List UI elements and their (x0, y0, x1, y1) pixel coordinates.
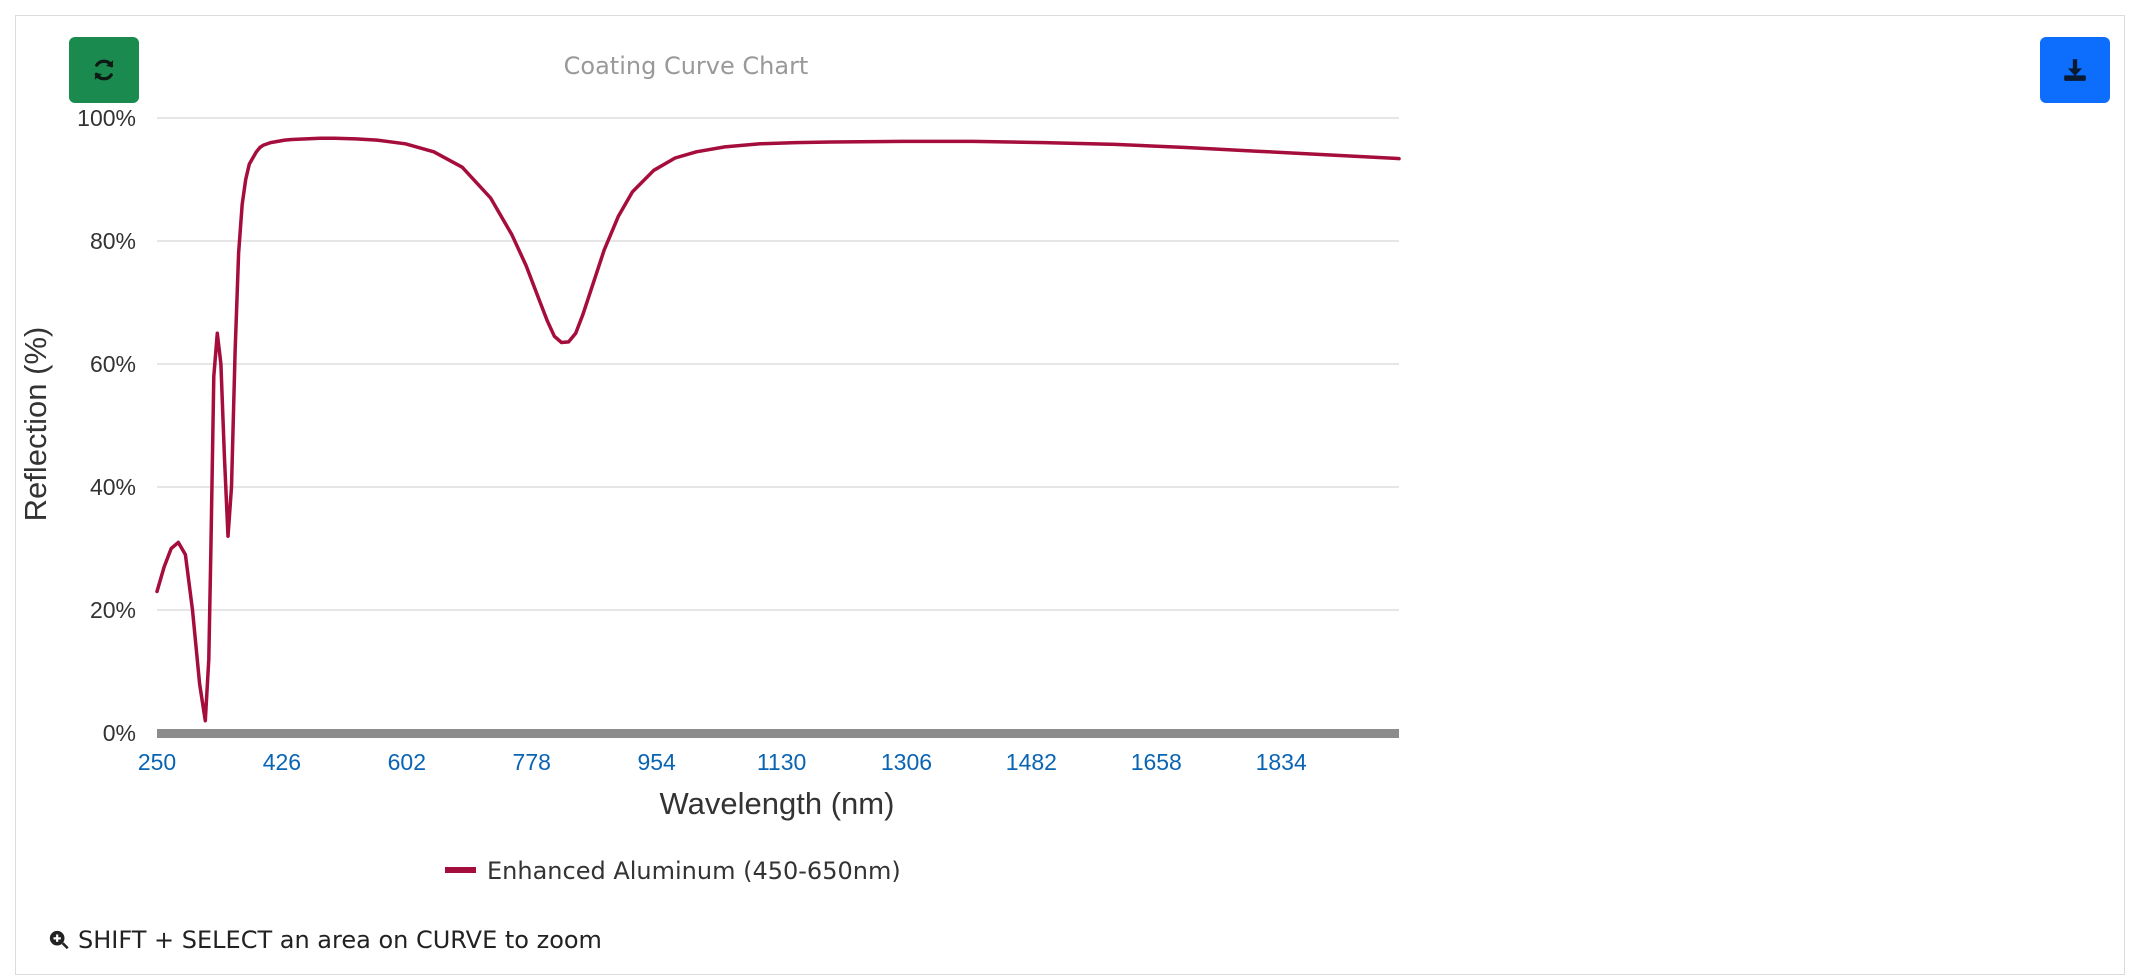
x-tick-label: 1658 (1131, 749, 1182, 775)
x-tick-label: 954 (637, 749, 676, 775)
refresh-button[interactable] (69, 37, 139, 103)
series-line[interactable] (155, 136, 1401, 723)
series-layer (155, 136, 1401, 723)
y-tick-label: 100% (77, 105, 136, 131)
x-tick-label: 1482 (1006, 749, 1057, 775)
y-tick-label: 0% (103, 720, 136, 746)
zoom-hint-text: SHIFT + SELECT an area on CURVE to zoom (78, 926, 602, 954)
x-tick-label: 778 (513, 749, 551, 775)
download-button[interactable] (2040, 37, 2110, 103)
chart-title: Coating Curve Chart (564, 52, 809, 80)
refresh-icon (94, 59, 114, 81)
chart-grid (157, 117, 1399, 611)
chart-panel (15, 15, 2125, 975)
x-axis-bar (157, 729, 1399, 738)
y-tick-label: 80% (90, 228, 136, 254)
y-tick-label: 60% (90, 351, 136, 377)
x-tick-label: 1306 (881, 749, 932, 775)
y-tick-label: 20% (90, 597, 136, 623)
y-axis-ticks: 0% 20% 40% 60% 80% 100% (77, 105, 136, 746)
y-axis-label: Reflection (%) (18, 327, 53, 522)
x-axis-ticks: 250 426 602 778 954 1130 1306 1482 1658 1834 (138, 749, 1307, 775)
x-tick-label: 1834 (1256, 749, 1307, 775)
zoom-in-icon (49, 930, 69, 950)
x-tick-label: 1130 (757, 749, 806, 775)
x-tick-label: 602 (388, 749, 426, 775)
zoom-hint: SHIFT + SELECT an area on CURVE to zoom (48, 926, 602, 954)
x-axis-label: Wavelength (nm) (660, 786, 895, 821)
legend[interactable]: Enhanced Aluminum (450-650nm) (445, 857, 901, 885)
y-tick-label: 40% (90, 474, 136, 500)
x-tick-label: 250 (138, 749, 176, 775)
x-tick-label: 426 (263, 749, 301, 775)
download-icon (2064, 59, 2086, 81)
coating-curve-chart[interactable]: Coating Curve Chart 0% 20% 40% 60% 80% 100% 2… (0, 0, 2141, 949)
legend-label: Enhanced Aluminum (450-650nm) (487, 857, 901, 885)
legend-swatch (445, 867, 476, 873)
